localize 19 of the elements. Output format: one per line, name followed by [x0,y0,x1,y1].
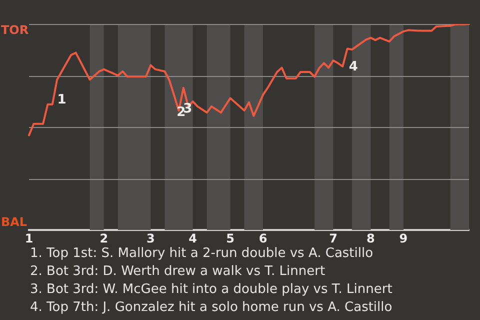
x-tick-label: 8 [366,231,375,246]
annotation: 1 [57,92,66,108]
x-tick-label: 3 [146,231,155,246]
text: 4. Top 7th: J. Gonzalez hit a solo home run vs A. Castillo [30,299,392,317]
x-tick-label: 4 [188,231,198,246]
x-tick-label: 7 [329,231,338,246]
text: 2. Bot 3rd: D. Werth drew a walk vs T. Linnert [30,263,326,281]
text: 1. Top 1st: S. Mallory hit a 2-run double vs A. Castillo [30,245,374,263]
x-tick-label: 9 [399,231,408,246]
text: 3. Bot 3rd: W. McGee hit into a double play vs T. Linnert [30,281,392,299]
annotation: 2 [176,104,186,120]
x-tick-label: 2 [100,231,108,246]
x-tick-label: 6 [258,231,268,246]
x-tick-label: 1 [24,231,34,246]
text: TOR [1,23,29,38]
annotation: 3 [183,102,192,117]
text: BAL [1,215,28,230]
annotation: 4 [348,60,358,75]
x-tick-label: 5 [226,231,234,246]
